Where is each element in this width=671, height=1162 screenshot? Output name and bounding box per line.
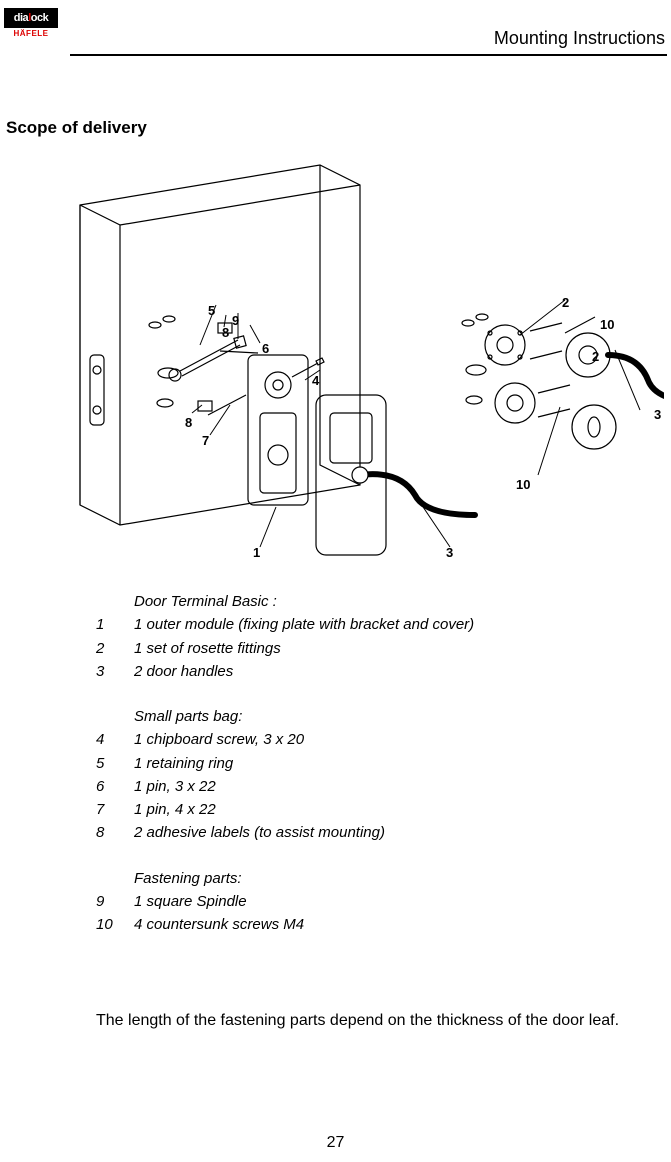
diagram-svg xyxy=(60,145,664,575)
callout-10a: 10 xyxy=(600,317,614,332)
list-item: 51 retaining ring xyxy=(96,752,661,775)
callout-6: 6 xyxy=(262,341,269,356)
callout-4: 4 xyxy=(312,373,319,388)
callout-10b: 10 xyxy=(516,477,530,492)
callout-1: 1 xyxy=(253,545,260,560)
page-number: 27 xyxy=(0,1134,671,1152)
group-heading-2: Fastening parts: xyxy=(134,867,661,890)
list-item: 21 set of rosette fittings xyxy=(96,637,661,660)
callout-3b: 3 xyxy=(654,407,661,422)
callout-8a: 8 xyxy=(222,325,229,340)
parts-list: Door Terminal Basic : 11 outer module (f… xyxy=(96,590,661,936)
callout-5: 5 xyxy=(208,303,215,318)
callout-8b: 8 xyxy=(185,415,192,430)
callout-2a: 2 xyxy=(562,295,569,310)
group-heading-1: Small parts bag: xyxy=(134,705,661,728)
brand-logo: dialock HÄFELE xyxy=(4,8,58,38)
exploded-diagram: 5 9 8 6 4 8 7 1 3 2 10 2 3 10 xyxy=(60,145,664,575)
header-rule xyxy=(70,54,667,56)
callout-3a: 3 xyxy=(446,545,453,560)
callout-2b: 2 xyxy=(592,349,599,364)
list-item: 82 adhesive labels (to assist mounting) xyxy=(96,821,661,844)
list-item: 61 pin, 3 x 22 xyxy=(96,775,661,798)
page-title: Mounting Instructions xyxy=(494,28,665,49)
section-title: Scope of delivery xyxy=(6,118,147,138)
logo-sub: HÄFELE xyxy=(4,29,58,38)
note-text: The length of the fastening parts depend… xyxy=(96,1010,665,1032)
list-item: 32 door handles xyxy=(96,660,661,683)
list-item: 91 square Spindle xyxy=(96,890,661,913)
callout-9: 9 xyxy=(232,313,239,328)
callout-7: 7 xyxy=(202,433,209,448)
logo-text-1: dia xyxy=(14,12,28,24)
list-item: 11 outer module (fixing plate with brack… xyxy=(96,613,661,636)
list-item: 104 countersunk screws M4 xyxy=(96,913,661,936)
logo-main: dialock xyxy=(4,8,58,28)
logo-text-3: ock xyxy=(31,12,48,24)
list-item: 41 chipboard screw, 3 x 20 xyxy=(96,728,661,751)
list-item: 71 pin, 4 x 22 xyxy=(96,798,661,821)
group-heading-0: Door Terminal Basic : xyxy=(134,590,661,613)
